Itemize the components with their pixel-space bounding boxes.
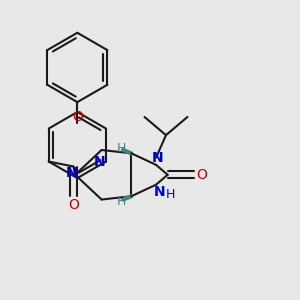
Text: O: O [72, 110, 83, 124]
Text: N: N [94, 154, 105, 169]
Text: H: H [117, 195, 126, 208]
Text: H: H [165, 188, 175, 201]
Text: O: O [196, 168, 207, 182]
Text: N: N [152, 151, 164, 165]
Text: O: O [68, 199, 79, 212]
Text: H: H [117, 142, 126, 155]
Text: N: N [154, 185, 165, 199]
Text: N: N [66, 166, 78, 180]
